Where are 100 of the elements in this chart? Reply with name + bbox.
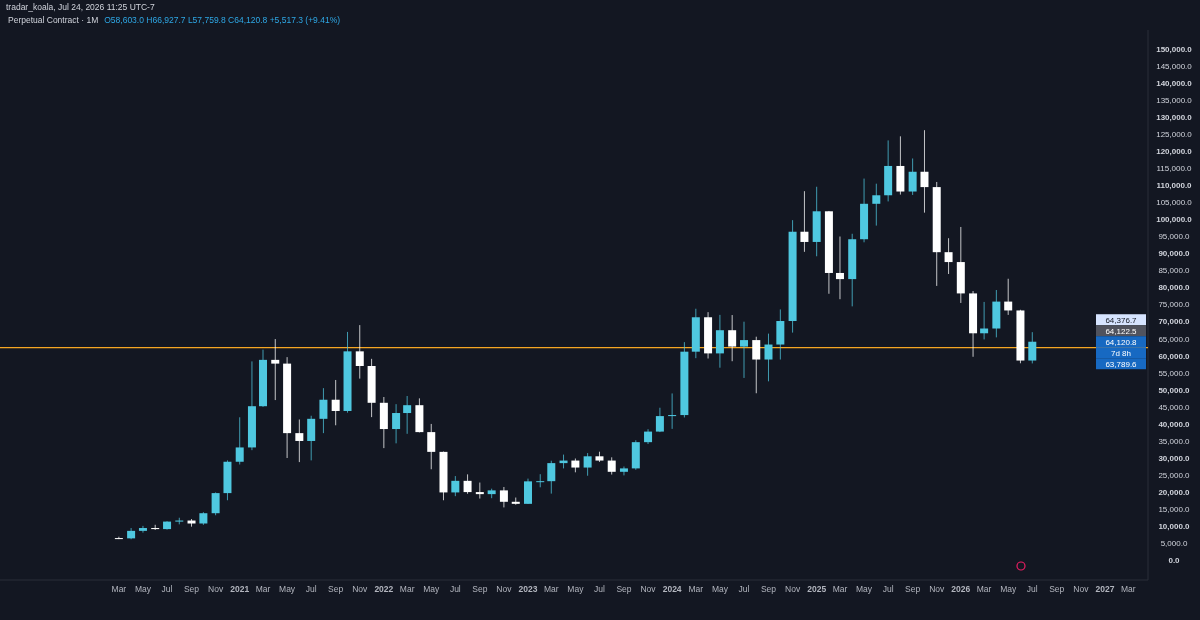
x-tick-label: Nov bbox=[1073, 584, 1090, 594]
y-tick-label: 60,000.0 bbox=[1158, 351, 1191, 361]
x-tick-label: Nov bbox=[496, 584, 513, 594]
x-tick-label: May bbox=[711, 584, 729, 594]
x-tick-label: 2024 bbox=[662, 584, 682, 594]
x-tick-label: Jul bbox=[594, 584, 606, 594]
candlestick bbox=[715, 314, 724, 369]
x-tick-label: May bbox=[423, 584, 441, 594]
y-tick-label: 5,000.0 bbox=[1160, 539, 1188, 548]
x-tick-label: Sep bbox=[616, 584, 632, 594]
candlestick bbox=[944, 237, 953, 275]
x-tick-label: 2023 bbox=[518, 584, 538, 594]
x-tick-label: Sep bbox=[183, 584, 200, 594]
candlestick bbox=[835, 236, 844, 300]
candlestick bbox=[427, 423, 436, 470]
candlestick bbox=[547, 460, 556, 495]
candlestick bbox=[331, 379, 340, 426]
y-tick-label: 85,000.0 bbox=[1158, 266, 1191, 276]
x-tick-label: 2026 bbox=[951, 584, 971, 594]
x-tick-label: Jul bbox=[161, 584, 173, 594]
y-tick-label: 90,000.0 bbox=[1158, 249, 1191, 259]
x-tick-label: May bbox=[279, 584, 296, 594]
x-tick-label: Nov bbox=[929, 584, 946, 594]
price-tag: 64,122.5 bbox=[1096, 325, 1146, 337]
x-tick-label: 2025 bbox=[807, 584, 827, 594]
y-tick-label: 80,000.0 bbox=[1158, 283, 1191, 293]
candlestick bbox=[1028, 331, 1037, 364]
x-tick-label: Mar bbox=[111, 584, 127, 594]
x-tick-label: Mar bbox=[399, 584, 415, 594]
x-tick-label: Sep bbox=[472, 584, 488, 594]
candlestick bbox=[319, 387, 328, 434]
candlestick bbox=[655, 407, 664, 433]
candlestick bbox=[800, 190, 809, 253]
y-tick-label: 125,000.0 bbox=[1156, 130, 1193, 140]
x-tick-label: Sep bbox=[905, 584, 921, 594]
y-tick-label: 55,000.0 bbox=[1158, 368, 1191, 378]
candlestick bbox=[211, 491, 220, 516]
y-tick-label: 0.0 bbox=[1168, 556, 1181, 566]
y-tick-label: 70,000.0 bbox=[1158, 317, 1191, 327]
price-tag: 64,376.7 bbox=[1096, 314, 1146, 326]
y-tick-label: 50,000.0 bbox=[1158, 385, 1191, 395]
candlestick bbox=[740, 321, 749, 379]
y-tick-label: 100,000.0 bbox=[1156, 215, 1193, 225]
x-tick-label: Jul bbox=[738, 584, 750, 594]
price-tag: 7d 8h bbox=[1096, 347, 1146, 359]
price-tag: 64,120.8 bbox=[1096, 336, 1146, 348]
candlestick bbox=[235, 416, 244, 465]
x-tick-label: Mar bbox=[543, 584, 559, 594]
candlestick bbox=[764, 333, 773, 382]
candlestick bbox=[728, 314, 737, 362]
candlestick bbox=[392, 403, 401, 444]
y-tick-label: 135,000.0 bbox=[1156, 96, 1193, 105]
candlestick bbox=[536, 473, 545, 488]
chart-title: Perpetual Contract · 1M bbox=[8, 15, 99, 25]
candlestick bbox=[920, 129, 929, 214]
y-tick-label: 110,000.0 bbox=[1156, 181, 1193, 191]
x-tick-label: Mar bbox=[1120, 584, 1136, 594]
y-tick-label: 145,000.0 bbox=[1156, 61, 1193, 71]
price-tag: 63,789.6 bbox=[1096, 358, 1146, 370]
y-tick-label: 40,000.0 bbox=[1158, 419, 1191, 429]
y-tick-label: 150,000.0 bbox=[1156, 44, 1193, 54]
x-tick-label: 2021 bbox=[230, 584, 250, 594]
candlestick bbox=[752, 336, 761, 394]
x-tick-label: 2027 bbox=[1095, 584, 1115, 594]
candlestick bbox=[355, 324, 364, 380]
x-tick-label: Sep bbox=[1049, 584, 1065, 594]
candlestick bbox=[463, 473, 472, 495]
y-tick-label: 95,000.0 bbox=[1158, 232, 1191, 242]
x-tick-label: Nov bbox=[785, 584, 801, 594]
y-tick-label: 45,000.0 bbox=[1158, 402, 1191, 412]
x-tick-label: Nov bbox=[352, 584, 369, 594]
x-tick-label: May bbox=[567, 584, 585, 594]
x-tick-label: May bbox=[1000, 584, 1017, 594]
x-tick-label: Sep bbox=[760, 584, 777, 594]
y-tick-label: 105,000.0 bbox=[1156, 198, 1193, 208]
x-tick-label: Mar bbox=[976, 584, 992, 594]
x-tick-label: May bbox=[134, 584, 152, 594]
x-tick-label: Mar bbox=[688, 584, 704, 594]
y-tick-label: 115,000.0 bbox=[1156, 164, 1193, 174]
x-tick-label: Jul bbox=[1026, 584, 1038, 594]
candlestick bbox=[583, 452, 592, 477]
y-tick-label: 75,000.0 bbox=[1158, 300, 1191, 310]
x-tick-label: Jul bbox=[305, 584, 317, 594]
x-tick-label: Sep bbox=[328, 584, 344, 594]
annotation: 64,122.5 bbox=[1105, 326, 1138, 336]
y-tick-label: 30,000.0 bbox=[1158, 453, 1191, 463]
x-tick-label: 2022 bbox=[374, 584, 394, 594]
candlestick bbox=[403, 395, 412, 435]
x-tick-label: Jul bbox=[882, 584, 894, 594]
x-tick-label: Jul bbox=[449, 584, 461, 594]
x-tick-label: Mar bbox=[255, 584, 271, 594]
candlestick bbox=[307, 415, 316, 461]
annotation: 63,789.6 bbox=[1105, 359, 1138, 369]
y-tick-label: 130,000.0 bbox=[1156, 113, 1193, 123]
candlestick bbox=[872, 183, 881, 227]
text: tradar_koala, Jul 24, 2026 11:25 UTC-7 bbox=[6, 2, 155, 12]
chart-subtitle: O58,603.0 H66,927.7 L57,759.8 C64,120.8 +5,517.3 (+9.41%) bbox=[104, 15, 341, 25]
y-tick-label: 35,000.0 bbox=[1158, 436, 1191, 446]
y-tick-label: 10,000.0 bbox=[1158, 521, 1191, 531]
annotation: 64,376.7 bbox=[1105, 315, 1138, 325]
